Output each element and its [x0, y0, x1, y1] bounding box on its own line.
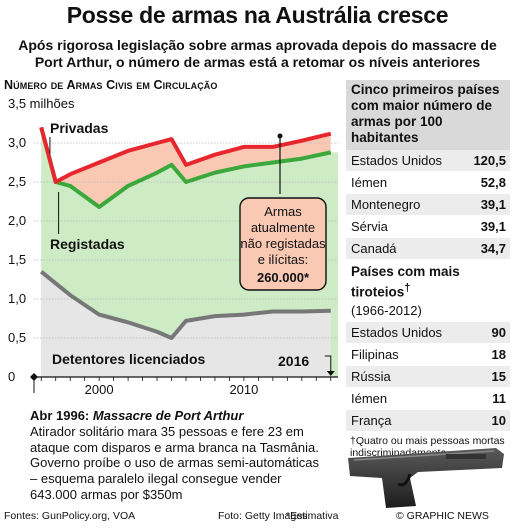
- y-tick-label: 0,5: [8, 330, 26, 345]
- series-label-private: Privadas: [50, 120, 109, 136]
- line-chart: 3,0 2,5 2,0 1,5 1,0 0,5 0 3,5 milhões 2000 2010 Pr…: [8, 96, 338, 394]
- shootings-table: Estados Unidos 90 Filipinas 18 Rússia 15 Iémen…: [346, 321, 510, 432]
- callout-box: [239, 197, 327, 291]
- country-value: 39,1: [480, 197, 506, 212]
- photo-credit: Foto: Getty Images: [218, 510, 308, 522]
- y-tick-label: 3,0: [8, 135, 26, 150]
- story-event: Massacre de Port Arthur: [92, 408, 244, 423]
- sources-note: Fontes: GunPolicy.org, VOA: [4, 510, 136, 522]
- country-name: Iémen: [351, 175, 388, 190]
- story-date: Abr 1996:: [30, 408, 90, 423]
- shootings-title-text: Países com mais tiroteios: [351, 264, 460, 300]
- y-tick-label: 1,0: [8, 291, 26, 306]
- country-name: Montenegro: [351, 197, 421, 212]
- y-tick-label: 0: [8, 369, 15, 384]
- table-row: Filipinas 18: [346, 343, 510, 366]
- right-panel: Cinco primeiros países com maior número …: [346, 80, 510, 462]
- country-name: Canadá: [351, 241, 397, 256]
- country-value: 11: [492, 390, 506, 406]
- table-row: França 10: [346, 409, 510, 432]
- table-row: Estados Unidos 90: [346, 321, 510, 344]
- page-title: Posse de armas na Austrália cresce: [66, 2, 449, 28]
- table-row: Montenegro 39,1: [346, 194, 510, 216]
- series-label-licence-holders: Detentores licenciados: [52, 351, 205, 367]
- country-value: 10: [491, 412, 506, 428]
- country-name: Estados Unidos: [351, 324, 443, 340]
- country-value: 34,7: [480, 241, 506, 256]
- callout-value: 260.000*: [257, 270, 310, 285]
- country-value: 52,8: [480, 175, 506, 190]
- story-body: Atirador solitário mara 35 pessoas e fer…: [30, 423, 320, 502]
- top-countries-table: Estados Unidos 120,5 Iémen 52,8 Montenegro 39…: [346, 150, 510, 260]
- series-line-licence-holders: [39, 270, 331, 340]
- table-row: Rússia 15: [346, 365, 510, 388]
- end-year-label: 2016: [278, 353, 309, 369]
- y-unit-label: 3,5 milhões: [8, 96, 75, 111]
- end-year-leader: [324, 355, 332, 375]
- shootings-title: Países com mais tiroteios†: [346, 260, 510, 303]
- x-tick-label: 2000: [85, 382, 114, 394]
- callout-text: não registadas: [240, 236, 326, 251]
- licence-area: [41, 271, 331, 377]
- callout-text: Armas: [264, 204, 302, 219]
- table-row: Canadá 34,7: [346, 238, 510, 260]
- estimate-note: *Estimativa: [286, 510, 339, 522]
- shootings-range: (1966-2012): [351, 302, 422, 318]
- story-text: Abr 1996: Massacre de Port Arthur Atirad…: [30, 408, 320, 503]
- country-value: 120,5: [473, 153, 506, 168]
- table-row: Iémen 52,8: [346, 172, 510, 194]
- country-name: Rússia: [351, 368, 391, 384]
- series-line-registered: [39, 126, 332, 209]
- y-tick-label: 2,0: [8, 213, 26, 228]
- handgun-photo: [348, 448, 504, 508]
- country-value: 15: [491, 368, 506, 384]
- country-value: 90: [491, 324, 506, 340]
- end-year-arrow: [326, 371, 335, 376]
- country-name: Filipinas: [351, 346, 399, 362]
- page-subtitle: Após rigorosa legislação sobre armas apr…: [18, 37, 497, 70]
- country-value: 18: [491, 346, 506, 362]
- table-row: Sérvia 39,1: [346, 216, 510, 238]
- series-line-private: [39, 126, 332, 184]
- country-name: Estados Unidos: [351, 153, 443, 168]
- top-countries-title: Cinco primeiros países com maior número …: [346, 80, 510, 150]
- table-row: Estados Unidos 120,5: [346, 150, 510, 172]
- y-tick-label: 1,5: [8, 252, 26, 267]
- dagger-mark: †: [404, 282, 411, 294]
- brand-credit: © GRAPHIC NEWS: [396, 510, 489, 522]
- callout-text: atualmente: [251, 220, 315, 235]
- country-name: Iémen: [351, 390, 388, 406]
- country-name: França: [351, 412, 392, 428]
- x-tick-label: 2010: [229, 382, 258, 394]
- chart-title: Número de Armas Civis em Circulação: [4, 78, 218, 92]
- callout-text: e ilícitas:: [258, 252, 309, 267]
- table-row: Iémen 11: [346, 387, 510, 410]
- event-marker: [30, 373, 38, 381]
- y-tick-label: 2,5: [8, 174, 26, 189]
- country-value: 39,1: [480, 219, 506, 234]
- country-name: Sérvia: [351, 219, 388, 234]
- series-label-registered: Registadas: [50, 236, 125, 252]
